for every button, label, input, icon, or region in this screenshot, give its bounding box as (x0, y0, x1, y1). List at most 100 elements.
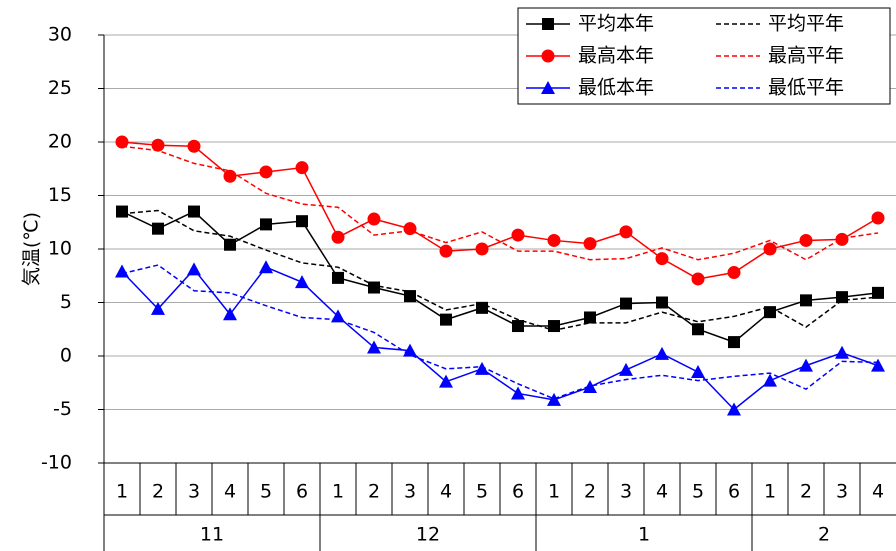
legend-label: 最低本年 (578, 77, 654, 99)
marker (511, 386, 525, 400)
x-tick-label: 3 (404, 481, 416, 503)
marker (871, 211, 885, 225)
marker (188, 205, 200, 218)
marker (583, 237, 597, 251)
marker (619, 362, 633, 376)
marker (403, 343, 417, 357)
series-line (121, 210, 879, 343)
marker (727, 266, 741, 280)
series-line (121, 141, 879, 280)
marker (187, 139, 201, 153)
legend-label: 平均平年 (768, 13, 844, 35)
marker (583, 380, 597, 394)
y-tick-label: 0 (60, 345, 72, 367)
marker (151, 301, 165, 315)
marker (223, 307, 237, 321)
x-tick-label: 1 (548, 481, 560, 503)
y-tick-label: -10 (41, 452, 72, 474)
marker (115, 264, 129, 278)
marker (331, 309, 345, 323)
x-tick-label: 5 (260, 481, 272, 503)
marker (475, 242, 489, 256)
marker (727, 402, 741, 416)
marker (152, 222, 164, 235)
marker (367, 340, 381, 354)
x-tick-label: 4 (656, 481, 668, 503)
x-tick-label: 5 (692, 481, 704, 503)
x-tick-label: 2 (584, 481, 596, 503)
marker (440, 313, 452, 326)
marker (872, 286, 884, 299)
marker (475, 361, 489, 375)
x-tick-label: 1 (332, 481, 344, 503)
marker (835, 345, 849, 359)
marker (332, 271, 344, 284)
marker (584, 311, 596, 324)
x-tick-label: 6 (728, 481, 740, 503)
marker (548, 320, 560, 333)
marker (404, 290, 416, 303)
marker (691, 365, 705, 379)
x-tick-label: 6 (296, 481, 308, 503)
legend-label: 最高本年 (578, 45, 654, 67)
marker (728, 336, 740, 349)
x-tick-label: 4 (440, 481, 452, 503)
marker (439, 244, 453, 258)
x-tick-label: 5 (476, 481, 488, 503)
marker (619, 225, 633, 239)
marker (799, 358, 813, 372)
y-tick-label: 25 (48, 77, 72, 99)
marker (655, 252, 669, 266)
series-line (121, 264, 879, 400)
y-tick-label: 5 (60, 291, 72, 313)
marker (259, 260, 273, 274)
y-axis-label: 気温(℃) (21, 212, 43, 286)
x-tick-label: 1 (116, 481, 128, 503)
marker (512, 320, 524, 333)
x-tick-label: 6 (512, 481, 524, 503)
marker (656, 296, 668, 309)
marker (331, 230, 345, 244)
legend-label: 平均本年 (578, 13, 654, 35)
marker (800, 294, 812, 307)
marker (547, 392, 561, 406)
marker (764, 306, 776, 319)
y-tick-label: -5 (53, 398, 72, 420)
x-group-label: 1 (638, 524, 650, 546)
marker (224, 238, 236, 251)
marker (547, 233, 561, 247)
marker (223, 169, 237, 183)
marker (836, 291, 848, 304)
marker (691, 272, 705, 286)
marker (542, 18, 554, 30)
y-tick-label: 10 (48, 238, 72, 260)
marker (655, 346, 669, 360)
marker (260, 218, 272, 231)
x-tick-label: 3 (188, 481, 200, 503)
x-tick-label: 3 (620, 481, 632, 503)
marker (511, 228, 525, 242)
marker (476, 301, 488, 314)
marker (799, 233, 813, 247)
x-tick-label: 4 (224, 481, 236, 503)
x-tick-label: 3 (836, 481, 848, 503)
marker (367, 212, 381, 226)
marker (115, 135, 129, 149)
marker (116, 205, 128, 218)
marker (763, 373, 777, 387)
x-group-label: 12 (416, 524, 440, 546)
series-line (121, 266, 879, 411)
x-tick-label: 1 (764, 481, 776, 503)
marker (541, 49, 555, 63)
x-tick-label: 2 (368, 481, 380, 503)
series-line (121, 209, 879, 332)
x-group-label: 2 (818, 524, 830, 546)
legend-label: 最高平年 (768, 45, 844, 67)
y-tick-label: 20 (48, 131, 72, 153)
marker (259, 165, 273, 179)
marker (871, 358, 885, 372)
x-tick-label: 4 (872, 481, 884, 503)
x-tick-label: 2 (152, 481, 164, 503)
marker (835, 232, 849, 246)
